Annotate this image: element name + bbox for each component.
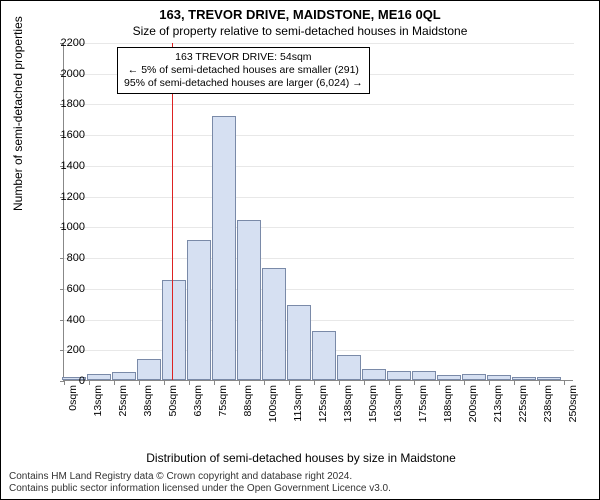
xtick-mark xyxy=(189,381,190,385)
chart-subtitle: Size of property relative to semi-detach… xyxy=(1,24,599,38)
xtick-mark xyxy=(139,381,140,385)
gridline xyxy=(64,227,574,228)
xtick-mark xyxy=(314,381,315,385)
xtick-mark xyxy=(539,381,540,385)
ytick-label: 1400 xyxy=(41,160,85,172)
bar xyxy=(387,371,411,380)
annotation-box: 163 TREVOR DRIVE: 54sqm ← 5% of semi-det… xyxy=(117,47,370,94)
bar xyxy=(87,374,111,380)
bar xyxy=(237,220,261,380)
bar xyxy=(337,355,361,380)
ytick-label: 2000 xyxy=(41,68,85,80)
xtick-label: 150sqm xyxy=(367,385,379,422)
xtick-mark xyxy=(564,381,565,385)
ytick-label: 0 xyxy=(41,375,85,387)
xtick-label: 88sqm xyxy=(242,385,254,417)
ytick-label: 1800 xyxy=(41,98,85,110)
bar xyxy=(462,374,486,380)
xtick-label: 188sqm xyxy=(442,385,454,422)
xtick-mark xyxy=(164,381,165,385)
annotation-line3: 95% of semi-detached houses are larger (… xyxy=(124,77,363,90)
ytick-label: 1600 xyxy=(41,129,85,141)
footer-line1: Contains HM Land Registry data © Crown c… xyxy=(9,471,391,483)
bar xyxy=(487,375,511,380)
bar xyxy=(262,268,286,380)
footer: Contains HM Land Registry data © Crown c… xyxy=(9,471,391,495)
gridline xyxy=(64,258,574,259)
xtick-label: 113sqm xyxy=(292,385,304,422)
xtick-label: 175sqm xyxy=(417,385,429,422)
xtick-label: 63sqm xyxy=(192,385,204,417)
gridline xyxy=(64,166,574,167)
xtick-label: 0sqm xyxy=(67,385,79,411)
ytick-label: 1200 xyxy=(41,191,85,203)
gridline xyxy=(64,135,574,136)
xtick-mark xyxy=(89,381,90,385)
xtick-label: 200sqm xyxy=(467,385,479,422)
bar xyxy=(162,280,186,380)
bar xyxy=(412,371,436,380)
annotation-line1: 163 TREVOR DRIVE: 54sqm xyxy=(124,51,363,64)
xtick-label: 50sqm xyxy=(167,385,179,417)
bar xyxy=(112,372,136,380)
xtick-label: 238sqm xyxy=(542,385,554,422)
xtick-label: 75sqm xyxy=(217,385,229,417)
xtick-label: 25sqm xyxy=(117,385,129,417)
bar xyxy=(512,377,536,380)
xtick-label: 213sqm xyxy=(492,385,504,422)
y-axis-label: Number of semi-detached properties xyxy=(11,16,25,211)
ytick-label: 1000 xyxy=(41,221,85,233)
xtick-mark xyxy=(339,381,340,385)
gridline xyxy=(64,104,574,105)
gridline xyxy=(64,197,574,198)
plot-area: 0sqm13sqm25sqm38sqm50sqm63sqm75sqm88sqm1… xyxy=(63,43,573,381)
xtick-label: 13sqm xyxy=(92,385,104,417)
bar xyxy=(437,375,461,380)
xtick-label: 38sqm xyxy=(142,385,154,417)
annotation-line2: ← 5% of semi-detached houses are smaller… xyxy=(124,64,363,77)
gridline xyxy=(64,43,574,44)
xtick-mark xyxy=(514,381,515,385)
xtick-label: 138sqm xyxy=(342,385,354,422)
ytick-label: 400 xyxy=(41,314,85,326)
chart-title: 163, TREVOR DRIVE, MAIDSTONE, ME16 0QL xyxy=(1,7,599,22)
bar xyxy=(137,359,161,381)
gridline xyxy=(64,320,574,321)
xtick-label: 100sqm xyxy=(267,385,279,422)
xtick-mark xyxy=(214,381,215,385)
xtick-mark xyxy=(389,381,390,385)
xtick-mark xyxy=(264,381,265,385)
bar xyxy=(312,331,336,380)
xtick-mark xyxy=(489,381,490,385)
ytick-label: 600 xyxy=(41,283,85,295)
ytick-label: 200 xyxy=(41,344,85,356)
footer-line2: Contains public sector information licen… xyxy=(9,483,391,495)
gridline xyxy=(64,289,574,290)
bar xyxy=(212,116,236,380)
xtick-label: 163sqm xyxy=(392,385,404,422)
xtick-mark xyxy=(289,381,290,385)
xtick-label: 250sqm xyxy=(567,385,579,422)
xtick-mark xyxy=(364,381,365,385)
xtick-label: 125sqm xyxy=(317,385,329,422)
xtick-mark xyxy=(464,381,465,385)
bar xyxy=(537,377,561,380)
bar xyxy=(362,369,386,380)
xtick-mark xyxy=(114,381,115,385)
x-axis-label: Distribution of semi-detached houses by … xyxy=(1,451,600,465)
bar xyxy=(187,240,211,380)
xtick-mark xyxy=(239,381,240,385)
xtick-label: 225sqm xyxy=(517,385,529,422)
ytick-label: 2200 xyxy=(41,37,85,49)
chart-container: 163, TREVOR DRIVE, MAIDSTONE, ME16 0QL S… xyxy=(0,0,600,500)
xtick-mark xyxy=(439,381,440,385)
bar xyxy=(287,305,311,380)
xtick-mark xyxy=(414,381,415,385)
ytick-label: 800 xyxy=(41,252,85,264)
